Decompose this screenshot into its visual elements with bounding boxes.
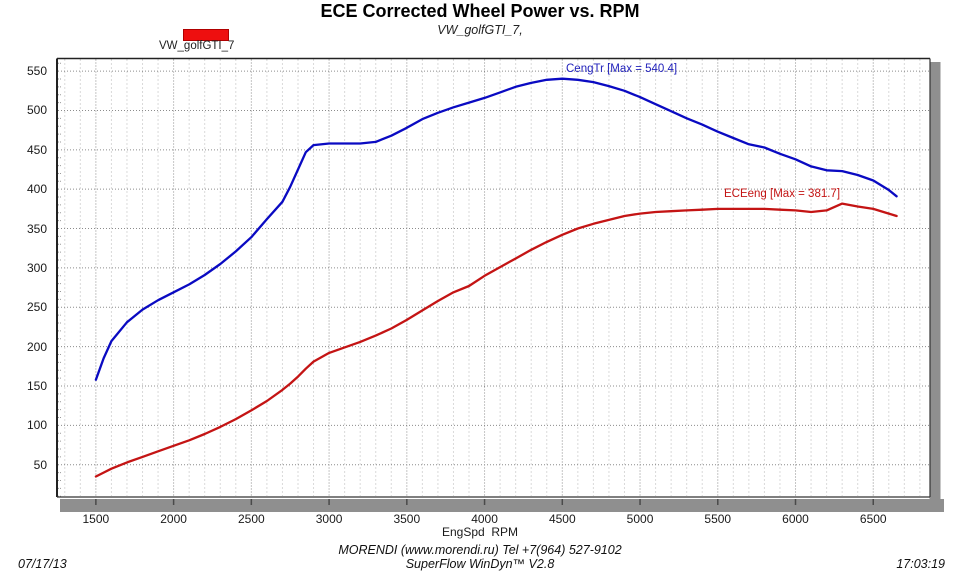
legend-color-swatch [183, 29, 229, 41]
footer-date: 07/17/13 [18, 557, 67, 571]
torque-curve-annotation: CengTr [Max = 540.4] [566, 63, 678, 75]
x-tick-label: 3500 [393, 512, 421, 526]
x-tick-label: 2000 [160, 512, 187, 526]
y-tick-label: 150 [26, 378, 47, 393]
y-tick-label: 200 [26, 339, 47, 354]
x-tick-label: 1500 [82, 512, 110, 526]
y-tick-label: 550 [26, 64, 47, 79]
x-tick-label: 6000 [782, 512, 809, 526]
x-tick-label: 3000 [315, 512, 343, 526]
x-axis-label: EngSpd RPM [441, 525, 519, 539]
legend-run-label: VW_golfGTI_7 [159, 40, 235, 52]
y-tick-label: 500 [26, 103, 47, 118]
x-tick-label: 6500 [859, 512, 887, 526]
y-tick-label: 300 [26, 260, 47, 275]
x-tick-label: 4000 [471, 512, 498, 526]
y-tick-label: 400 [26, 182, 47, 197]
footer-dealer-line: MORENDI (www.morendi.ru) Tel +7(964) 527… [338, 543, 622, 557]
x-tick-label: 5000 [626, 512, 654, 526]
x-tick-label: 2500 [237, 512, 265, 526]
chart-subtitle: VW_golfGTI_7, [437, 23, 523, 37]
ECEeng-curve [94, 202, 898, 478]
x-tick-label: 5500 [704, 512, 732, 526]
power-curve-annotation: ECEeng [Max = 381.7] [724, 188, 841, 200]
footer-time: 17:03:19 [896, 557, 945, 571]
y-tick-label: 350 [26, 221, 47, 236]
footer-software-line: SuperFlow WinDyn™ V2.8 [405, 557, 555, 571]
CengTr-curve [94, 77, 898, 381]
x-tick-label: 4500 [548, 512, 576, 526]
y-tick-label: 50 [33, 457, 47, 472]
chart-title: ECE Corrected Wheel Power vs. RPM [320, 1, 640, 21]
y-tick-label: 450 [26, 142, 47, 157]
y-tick-label: 100 [26, 418, 47, 433]
y-tick-label: 250 [26, 300, 47, 315]
